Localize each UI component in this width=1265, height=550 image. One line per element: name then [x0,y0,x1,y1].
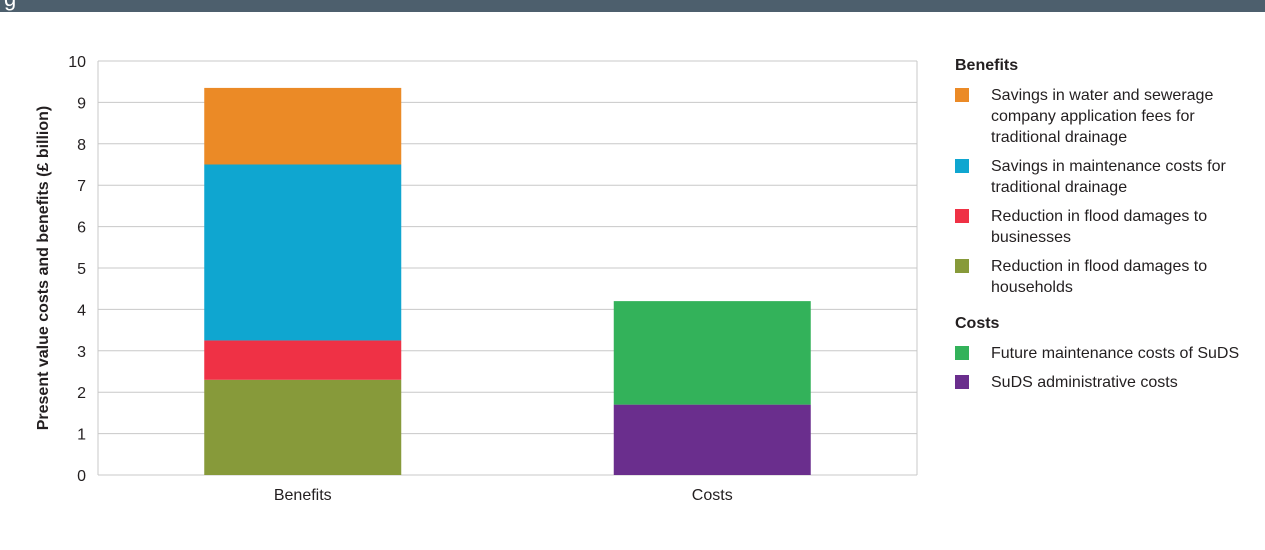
legend: Benefits Savings in water and sewerage c… [955,56,1255,401]
legend-item: Reduction in flood damages to households [955,256,1251,298]
y-tick-label: 10 [68,54,86,71]
bar-segment [204,379,402,475]
legend-heading-benefits: Benefits [955,57,1019,74]
y-axis-label: Present value costs and benefits (£ bill… [35,106,52,431]
legend-label: Reduction in flood damages to businesses [991,208,1208,246]
y-tick-label: 7 [77,178,86,195]
header-text: g [4,0,16,10]
legend-swatch [955,259,969,273]
legend-label: Savings in maintenance costs for traditi… [991,158,1226,196]
bar-segment [204,87,402,165]
legend-heading-costs: Costs [955,315,1000,332]
legend-item: Savings in maintenance costs for traditi… [955,156,1251,198]
y-tick-label: 6 [77,220,86,237]
legend-label: Reduction in flood damages to households [991,258,1208,296]
y-tick-label: 1 [77,427,86,444]
legend-label: Savings in water and sewerage company ap… [991,87,1214,146]
legend-swatch [955,346,969,360]
legend-item: SuDS administrative costs [955,372,1251,393]
y-axis-ticks: 0 1 2 3 4 5 6 7 8 9 10 [68,54,86,485]
y-tick-label: 5 [77,261,86,278]
x-tick-label: Benefits [274,487,332,504]
bar-segment [204,164,402,341]
legend-swatch [955,375,969,389]
x-axis-ticks: Benefits Costs [274,487,733,504]
legend-item: Future maintenance costs of SuDS [955,343,1251,364]
legend-item: Savings in water and sewerage company ap… [955,85,1251,148]
header-bar: g [0,0,1265,12]
legend-swatch [955,159,969,173]
legend-costs-list: Future maintenance costs of SuDS SuDS ad… [955,343,1255,393]
legend-label: Future maintenance costs of SuDS [991,345,1240,362]
legend-swatch [955,209,969,223]
legend-swatch [955,88,969,102]
legend-benefits-list: Savings in water and sewerage company ap… [955,85,1255,298]
bar-segment [204,340,402,380]
legend-label: SuDS administrative costs [991,374,1178,391]
bars [204,87,811,475]
bar-segment [613,301,811,405]
legend-item: Reduction in flood damages to businesses [955,206,1251,248]
y-tick-label: 2 [77,385,86,402]
y-tick-label: 4 [77,302,86,319]
stacked-bar-chart: 0 1 2 3 4 5 6 7 8 9 10 Benefits Costs Present value… [35,54,918,504]
y-tick-label: 0 [77,468,86,485]
x-tick-label: Costs [692,487,733,504]
y-tick-label: 9 [77,95,86,112]
y-tick-label: 3 [77,344,86,361]
y-tick-label: 8 [77,137,86,154]
bar-segment [613,404,811,475]
